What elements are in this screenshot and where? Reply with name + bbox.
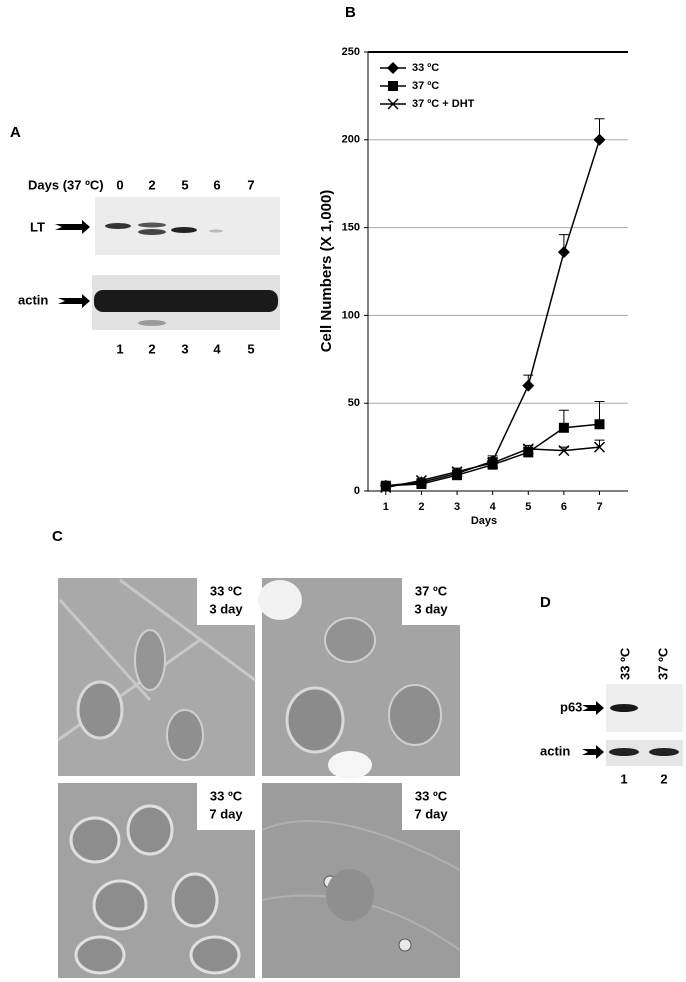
image-caption: 7 day [414,806,448,821]
lane-day: 7 [247,177,254,192]
lane-number: 1 [620,771,627,786]
data-point [593,133,606,146]
days-label: Days (37 ºC) [28,177,104,192]
row-label: actin [18,292,48,307]
panel-label: A [10,124,21,141]
data-point [487,457,499,469]
data-point [415,474,427,486]
panel-label: D [540,594,551,611]
data-point [594,419,605,430]
y-tick-label: 50 [348,397,360,409]
data-point [451,466,463,478]
legend-label: 37 ºC + DHT [412,98,475,110]
data-point [558,445,570,457]
legend-label: 37 ºC [412,80,439,92]
x-tick-label: 3 [454,501,460,513]
lane-number: 5 [247,341,254,356]
data-point [523,447,534,458]
blot-lt [95,197,280,255]
lane-day: 5 [181,177,188,192]
lane-day: 2 [148,177,155,192]
y-tick-label: 150 [342,222,360,234]
x-axis-label: Days [471,515,497,527]
data-point [558,422,569,433]
x-tick-label: 2 [418,501,424,513]
y-tick-label: 100 [342,309,360,321]
data-point [522,443,534,455]
lane-number: 1 [116,341,123,356]
image-caption: 33 ºC [210,788,243,803]
y-tick-label: 0 [354,485,360,497]
data-point [522,379,535,392]
image-caption: 33 ºC [415,788,448,803]
series-line [385,139,601,487]
row-label: LT [30,219,45,234]
lane-header: 33 ºC [617,647,632,680]
lane-day: 0 [116,177,123,192]
data-point [487,459,498,470]
row-label: actin [540,743,570,758]
lane-number: 2 [660,771,667,786]
lane-day: 6 [213,177,220,192]
y-tick-label: 250 [342,46,360,58]
micrograph [258,578,460,779]
arrow [582,701,604,715]
image-caption: 37 ºC [415,583,448,598]
data-point [380,481,392,494]
micrograph [57,578,256,776]
image-caption: 33 ºC [210,583,243,598]
lane-number: 2 [148,341,155,356]
x-tick-label: 6 [561,501,567,513]
y-axis-label: Cell Numbers (X 1,000) [318,190,335,353]
y-tick-label: 200 [342,134,360,146]
arrow [55,220,90,234]
x-tick-label: 7 [596,501,602,513]
data-point [593,441,606,453]
blot-actin [606,740,683,766]
panel-label: B [345,4,356,21]
image-caption: 3 day [414,601,448,616]
lane-number: 3 [181,341,188,356]
legend-label: 33 ºC [412,62,439,74]
data-point [557,246,570,259]
error-bar [594,439,605,448]
image-caption: 7 day [209,806,243,821]
lane-header: 37 ºC [655,647,670,680]
blot-actin [92,275,280,330]
lane-number: 4 [213,341,221,356]
micrograph [261,783,461,978]
legend-marker [388,81,398,91]
micrograph [58,783,255,978]
row-label: p63 [560,699,582,714]
line-chart: B Cell Numbers (X 1,000) Days [318,4,497,527]
data-point [416,478,427,489]
image-caption: 3 day [209,601,243,616]
x-tick-label: 4 [490,501,497,513]
legend-marker [387,98,399,110]
x-tick-label: 5 [525,501,531,513]
legend-marker [387,62,399,74]
data-point [452,470,463,481]
arrow [58,294,90,308]
blot-p63 [606,684,683,732]
panel-label: C [52,528,63,545]
x-tick-label: 1 [383,501,389,513]
arrow [582,745,604,759]
